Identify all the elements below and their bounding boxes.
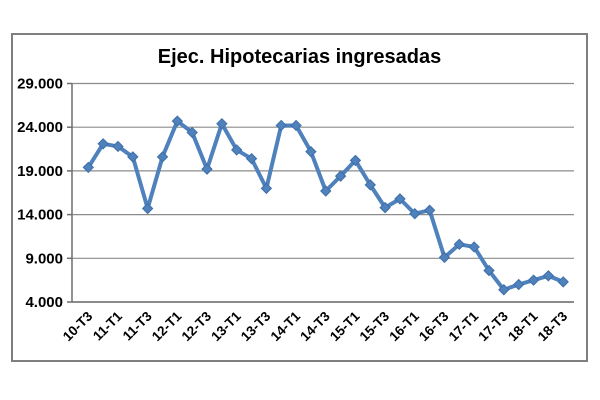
x-tick-label: 16-T3 [416,308,452,344]
data-point-marker [171,115,184,127]
data-point-marker [468,241,480,253]
data-point-marker [423,204,436,216]
y-tick-label: 14.000 [17,207,63,224]
y-tick-label: 4.000 [25,294,63,311]
data-point-marker [498,284,510,296]
data-point-marker [186,126,198,139]
data-point-marker [394,193,406,205]
data-point-marker [438,251,451,264]
x-tick-label: 14-T3 [297,308,333,344]
y-tick-label: 9.000 [25,250,63,267]
data-point-marker [82,161,95,174]
data-point-marker [245,152,258,165]
y-tick-label: 29.000 [17,76,63,93]
chart-frame: Ejec. Hipotecarias ingresadas 29.000 24.0… [11,33,588,362]
data-point-marker [156,151,169,163]
x-tick-label: 18-T3 [535,308,571,344]
series-line [86,119,566,292]
data-point-marker [112,140,124,153]
data-point-marker [453,238,466,251]
data-point-marker [527,274,540,286]
chart-title: Ejec. Hipotecarias ingresadas [157,46,442,68]
data-point-marker [230,144,243,156]
x-tick-label: 11-T3 [120,308,155,343]
data-point-marker [379,201,391,214]
x-tick-label: 16-T1 [386,308,422,344]
x-tick-label: 15-T1 [327,308,363,344]
data-point-marker [557,276,569,288]
x-tick-label: 10-T3 [60,308,96,344]
data-point-marker [260,182,273,195]
x-tick-label: 13-T3 [238,308,274,344]
data-point-marker [512,278,525,291]
data-point-marker [409,208,421,220]
data-point-marker [349,154,362,167]
data-point-marker [290,119,302,132]
data-point-marker [141,202,154,215]
data-point-marker [127,151,139,163]
y-tick-label: 24.000 [17,119,63,136]
data-point-marker [275,119,287,132]
data-point-marker [364,179,376,191]
x-tick-label: 15-T3 [357,308,393,344]
data-point-marker [320,185,332,197]
data-point-marker [216,117,228,130]
x-tick-label: 17-T1 [446,308,482,344]
chart-plot: 29.00024.00019.00014.0009.0004.00010-T31… [17,76,574,344]
data-point-marker [305,145,317,158]
data-point-marker [542,270,555,282]
x-tick-label: 14-T1 [268,308,304,344]
x-tick-label: 12-T3 [179,308,215,344]
x-tick-label: 13-T1 [208,308,244,344]
y-tick-label: 19.000 [17,163,63,180]
data-point-marker [201,163,213,175]
data-point-marker [97,138,109,150]
x-tick-label: 12-T1 [149,308,185,344]
x-tick-label: 11-T1 [90,308,125,343]
x-tick-label: 18-T1 [505,308,541,344]
data-point-marker [483,264,495,277]
data-point-marker [334,170,347,182]
x-tick-label: 17-T3 [475,308,511,344]
